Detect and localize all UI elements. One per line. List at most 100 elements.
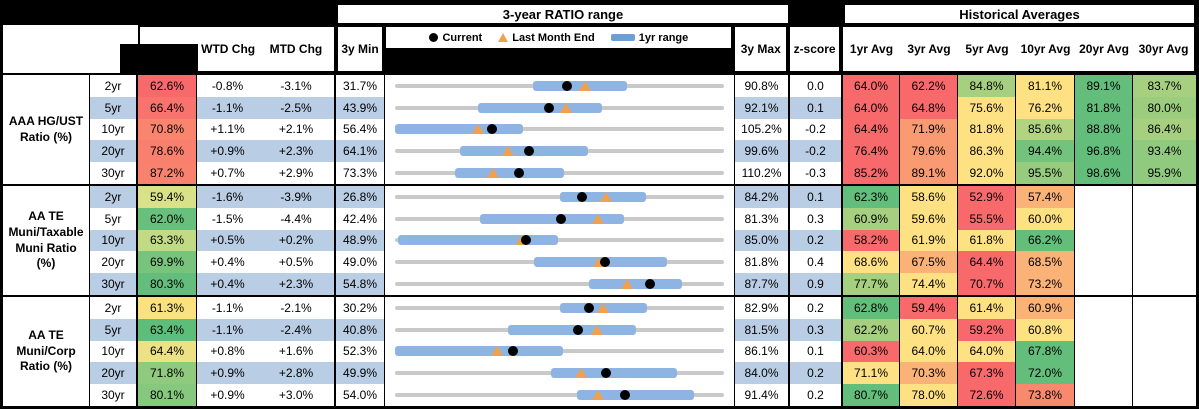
tenor-cell: 30yr [90,162,138,184]
historical-avg-cell: 58.2% [843,229,900,252]
wtd-chg-cell: +0.9% [197,140,258,163]
mtd-chg-cell: +1.6% [258,340,336,363]
historical-avg-cell: 96.8% [1075,140,1133,163]
historical-avg-cell: 73.8% [1016,384,1075,406]
data-row: 2yr 61.3% -1.1% -2.1% 30.2% 82.9% 0.2 62.8% 59.4… [90,297,1196,319]
mtd-chg-cell: -2.1% [258,297,336,319]
historical-avg-cell [1133,384,1196,406]
wtd-chg-col-header: WTD Chg [201,42,256,56]
current-dot [601,368,612,379]
wtd-chg-cell: +0.9% [197,362,258,385]
z-score-cell: 0.3 [790,207,843,230]
z-score-cell: 0.2 [790,362,843,385]
legend-range-label: 1yr range [638,31,689,44]
historical-avg-cell [1133,273,1196,295]
range-min-cell: 64.1% [336,140,385,163]
range-max-cell: 81.8% [735,251,790,274]
historical-avg-cell: 98.6% [1075,162,1133,184]
last-month-end-triangle [599,191,612,202]
wtd-chg-cell: -1.1% [197,96,258,119]
historical-avg-cell: 60.3% [843,340,900,363]
historical-avg-cell [1133,318,1196,341]
header-black-cell-left [3,3,336,25]
historical-avg-cell: 67.3% [958,362,1016,385]
range-max-cell: 84.2% [735,186,790,208]
historical-avg-cell: 60.8% [1016,318,1075,341]
ratio-group: AA TE Muni/Corp Ratio (%) 2yr 61.3% -1.1% -2.1… [3,295,1196,406]
last-month-end-triangle [592,257,605,268]
current-dot [514,168,525,179]
wtd-chg-cell: -1.1% [197,297,258,319]
current-dot [599,257,610,268]
data-row: 5yr 62.0% -1.5% -4.4% 42.4% 81.3% 0.3 60.9% 59.6… [90,207,1196,230]
legend-dot-icon [429,33,439,42]
historical-avg-cell: 79.6% [900,140,958,163]
range-min-cell: 49.9% [336,362,385,385]
avg-columns-header: 1yr Avg 3yr Avg 5yr Avg 10yr Avg 20yr Av… [841,25,1196,73]
current-value-cell: 70.8% [138,118,197,141]
legend-last-month-label: Last Month End [512,31,595,44]
one-year-range-band [479,213,625,224]
historical-avg-cell: 59.6% [900,207,958,230]
range-min-cell: 40.8% [336,318,385,341]
header-black-cell-mid [790,3,843,25]
range-chart-cell [385,162,735,184]
historical-avg-cell: 60.0% [1016,207,1075,230]
wtd-chg-cell: -1.5% [197,207,258,230]
group-label-line: Muni/Taxable [8,224,84,239]
z-score-cell: 0.1 [790,96,843,119]
range-chart-cell [385,297,735,319]
historical-avg-cell: 64.0% [843,96,900,119]
z-score-cell: 0.4 [790,251,843,274]
range-track [395,393,724,398]
avg-col-header-1yr: 1yr Avg [849,42,894,56]
range-chart-cell [385,75,735,97]
historical-avg-cell [1075,384,1133,406]
current-value-cell: 78.6% [138,140,197,163]
z-score-cell: -0.2 [790,118,843,141]
historical-averages-title: Historical Averages [843,3,1196,25]
range-max-cell: 90.8% [735,75,790,97]
one-year-range-band [395,346,563,357]
group-label-line: AA TE [28,328,64,343]
mtd-chg-cell: +0.5% [258,251,336,274]
wtd-chg-cell: -0.8% [197,75,258,97]
historical-avg-cell: 88.8% [1075,118,1133,141]
avg-col-header-30yr: 30yr Avg [1138,42,1189,56]
data-row: 10yr 70.8% +1.1% +2.1% 56.4% 105.2% -0.2 64.4% 7… [90,118,1196,141]
range-max-cell: 92.1% [735,96,790,119]
historical-avg-cell [1075,229,1133,252]
mtd-chg-cell: +2.3% [258,273,336,295]
range-chart-cell [385,362,735,385]
current-value-cell: 71.8% [138,362,197,385]
data-row: 5yr 66.4% -1.1% -2.5% 43.9% 92.1% 0.1 64.0% 64.8… [90,96,1196,119]
historical-avg-cell [1133,340,1196,363]
range-max-cell: 82.9% [735,297,790,319]
z-score-cell: 0.9 [790,273,843,295]
historical-avg-cell [1133,297,1196,319]
range-chart-cell [385,318,735,341]
data-row: 2yr 62.6% -0.8% -3.1% 31.7% 90.8% 0.0 64.0% 62.2… [90,75,1196,97]
group-label-line: AA TE [28,209,64,224]
historical-avg-cell: 80.7% [843,384,900,406]
historical-avg-cell: 95.5% [1016,162,1075,184]
ratio-group: AAA HG/UST Ratio (%) 2yr 62.6% -0.8% -3.1% 31.… [3,75,1196,184]
legend-triangle-icon [498,33,509,42]
z-score-cell: 0.1 [790,186,843,208]
historical-avg-cell: 95.9% [1133,162,1196,184]
data-row: 20yr 71.8% +0.9% +2.8% 49.9% 84.0% 0.2 71.1% 70.… [90,362,1196,385]
last-month-end-triangle [491,346,504,357]
current-dot [644,279,655,290]
legend-current-label: Current [442,31,483,44]
group-label-line: (%) [36,256,56,271]
historical-avg-cell: 71.1% [843,362,900,385]
historical-avg-cell [1133,251,1196,274]
z-score-cell: 0.3 [790,318,843,341]
range-max-cell: 99.6% [735,140,790,163]
historical-avg-cell: 52.9% [958,186,1016,208]
mtd-chg-cell: +3.0% [258,384,336,406]
current-value-cell: 63.3% [138,229,197,252]
range-track [395,127,724,132]
wtd-chg-cell: +0.4% [197,251,258,274]
